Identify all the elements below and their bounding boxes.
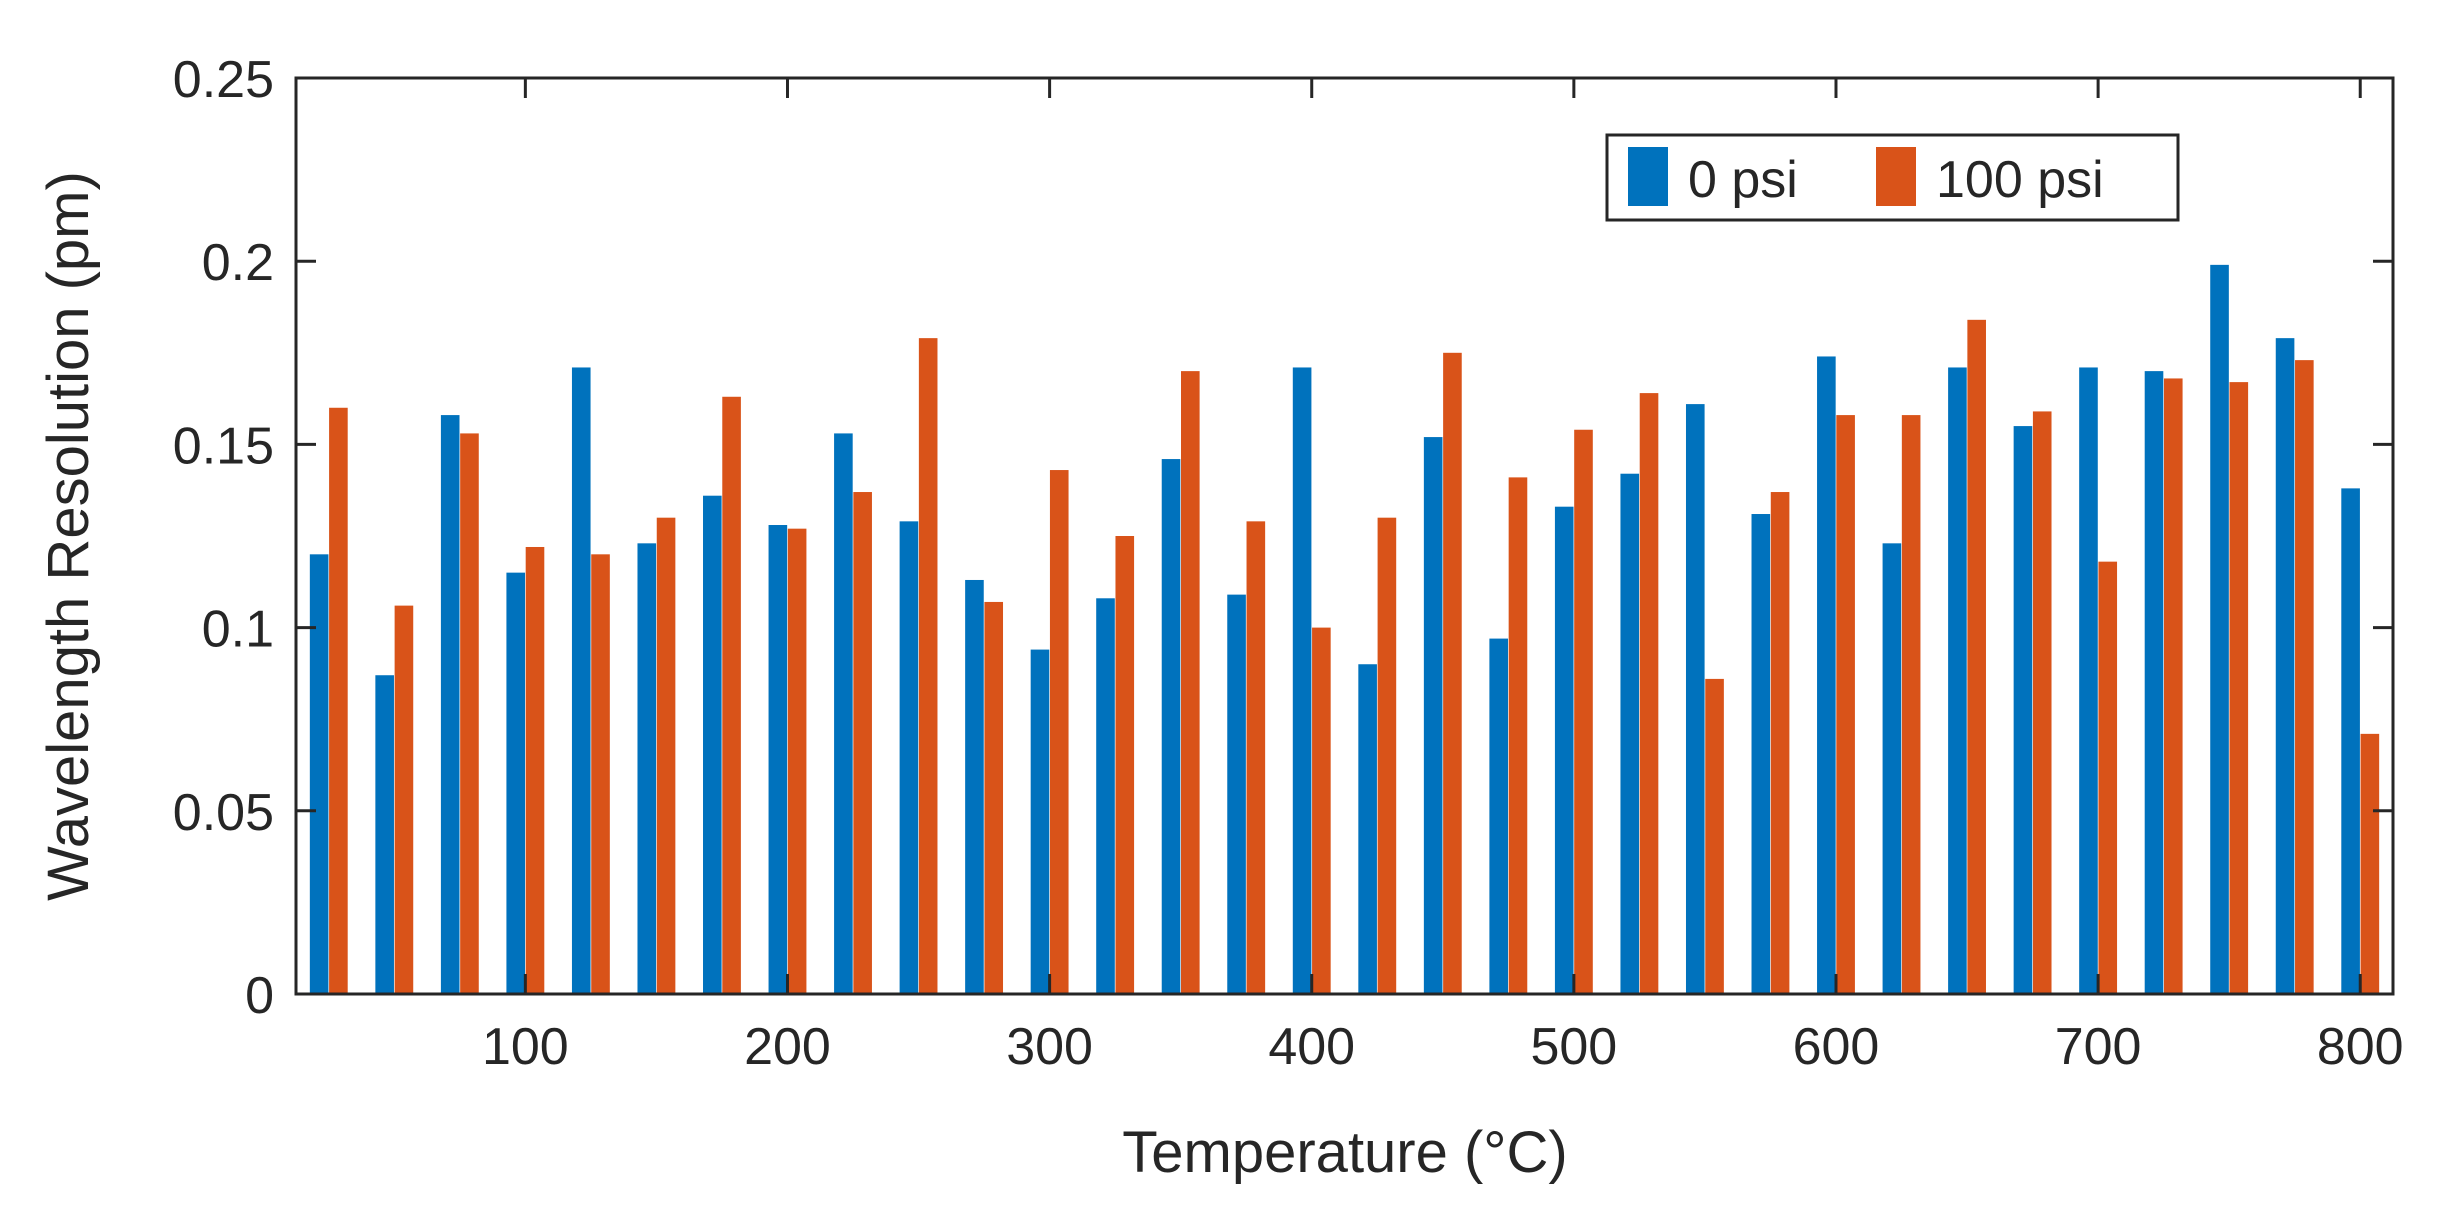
y-tick-label: 0.1: [202, 601, 274, 659]
bar-100psi-350: [1181, 371, 1200, 994]
bar-100psi-575: [1770, 492, 1790, 994]
bar-100psi-675: [2032, 411, 2052, 994]
bar-100psi-400: [1312, 627, 1331, 994]
bar-100psi-50: [394, 605, 414, 994]
bar-0psi-250: [899, 521, 919, 994]
bar-100psi-750: [2229, 382, 2249, 994]
bar-0psi-775: [2275, 338, 2295, 994]
bar-0psi-400: [1292, 367, 1312, 995]
bar-100psi-525: [1639, 393, 1659, 995]
bar-0psi-375: [1227, 594, 1246, 994]
bar-0psi-25: [309, 554, 329, 994]
legend-swatch-0-psi: [1628, 147, 1668, 206]
x-tick-label: 200: [744, 1018, 831, 1076]
bar-0psi-275: [965, 579, 984, 994]
y-tick-label: 0.2: [202, 234, 274, 292]
x-axis-title: Temperature (°C): [1122, 1120, 1567, 1185]
bar-0psi-200: [768, 525, 788, 994]
y-tick-label: 0.25: [173, 51, 274, 109]
bar-0psi-50: [375, 675, 394, 994]
bar-0psi-550: [1685, 404, 1705, 995]
bar-100psi-300: [1049, 470, 1069, 994]
x-tick-label: 700: [2055, 1018, 2142, 1076]
bar-0psi-500: [1554, 506, 1574, 994]
bar-100psi-375: [1246, 521, 1266, 994]
bar-0psi-175: [703, 495, 722, 994]
bar-100psi-150: [656, 517, 676, 994]
bar-100psi-125: [591, 554, 610, 994]
bar-0psi-100: [506, 572, 526, 994]
bar-0psi-650: [1948, 367, 1967, 995]
bar-0psi-725: [2144, 371, 2164, 994]
bar-100psi-650: [1967, 319, 1986, 994]
bar-100psi-225: [853, 492, 872, 994]
bar-0psi-225: [834, 433, 853, 994]
x-tick-label: 600: [1793, 1018, 1880, 1076]
bars-group: [309, 264, 2380, 995]
bar-100psi-200: [787, 528, 807, 994]
bar-100psi-725: [2163, 378, 2183, 994]
bar-100psi-75: [460, 433, 479, 994]
ticks-group: 0 0.05 0.1 0.15 0.2 0.25 100 200 300 400 500 600 700…: [173, 51, 2404, 1076]
bar-0psi-350: [1161, 459, 1181, 994]
x-tick-label: 800: [2317, 1018, 2404, 1076]
bar-100psi-175: [722, 396, 741, 994]
bar-0psi-425: [1358, 664, 1377, 994]
bar-100psi-700: [2098, 561, 2118, 994]
x-tick-label: 300: [1006, 1018, 1093, 1076]
legend-label-100-psi: 100 psi: [1936, 151, 2104, 209]
bar-100psi-425: [1377, 517, 1397, 994]
bar-0psi-475: [1489, 638, 1508, 994]
bar-100psi-625: [1901, 415, 1921, 995]
bar-0psi-525: [1620, 473, 1640, 995]
bar-100psi-25: [329, 407, 348, 994]
x-tick-label: 100: [482, 1018, 569, 1076]
bar-100psi-600: [1836, 415, 1855, 995]
bar-100psi-450: [1443, 352, 1462, 994]
bar-0psi-750: [2210, 264, 2229, 994]
bar-100psi-775: [2295, 360, 2314, 994]
bar-0psi-450: [1423, 437, 1443, 994]
bar-100psi-100: [525, 546, 545, 994]
bar-0psi-75: [440, 415, 460, 995]
bar-0psi-150: [637, 543, 657, 994]
bar-0psi-325: [1096, 598, 1115, 994]
bar-0psi-300: [1030, 649, 1050, 994]
legend-swatch-100-psi: [1876, 147, 1916, 206]
bar-100psi-500: [1574, 429, 1593, 994]
legend-label-0-psi: 0 psi: [1688, 151, 1798, 209]
bar-100psi-475: [1508, 477, 1528, 994]
bar-0psi-800: [2341, 488, 2360, 994]
x-tick-label: 400: [1268, 1018, 1355, 1076]
bar-0psi-125: [571, 367, 591, 995]
bar-0psi-675: [2013, 426, 2033, 995]
y-tick-label: 0: [245, 967, 274, 1025]
x-tick-label: 500: [1530, 1018, 1617, 1076]
bar-0psi-600: [1817, 356, 1836, 995]
legend: 0 psi 100 psi: [1605, 133, 2180, 222]
bar-0psi-700: [2079, 367, 2098, 995]
bar-100psi-275: [984, 601, 1004, 994]
y-tick-label: 0.15: [173, 417, 274, 475]
axes-group: [294, 76, 2395, 996]
bar-0psi-575: [1751, 514, 1771, 994]
bar-100psi-800: [2360, 733, 2380, 994]
bar-100psi-325: [1115, 536, 1135, 994]
bar-100psi-250: [918, 338, 938, 994]
y-tick-label: 0.05: [173, 784, 274, 842]
y-axis-title: Wavelength Resolution (pm): [36, 171, 101, 901]
axes-box: [294, 76, 2395, 996]
bar-0psi-625: [1882, 543, 1902, 994]
bar-100psi-550: [1705, 678, 1724, 994]
